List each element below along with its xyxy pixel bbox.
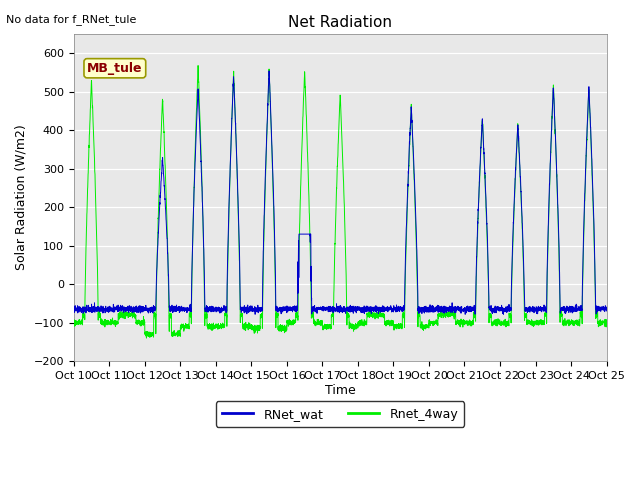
- Text: No data for f_RNet_tule: No data for f_RNet_tule: [6, 14, 137, 25]
- Text: MB_tule: MB_tule: [87, 62, 143, 75]
- Legend: RNet_wat, Rnet_4way: RNet_wat, Rnet_4way: [216, 401, 465, 427]
- X-axis label: Time: Time: [324, 384, 356, 396]
- Title: Net Radiation: Net Radiation: [288, 15, 392, 30]
- Y-axis label: Solar Radiation (W/m2): Solar Radiation (W/m2): [15, 125, 28, 270]
